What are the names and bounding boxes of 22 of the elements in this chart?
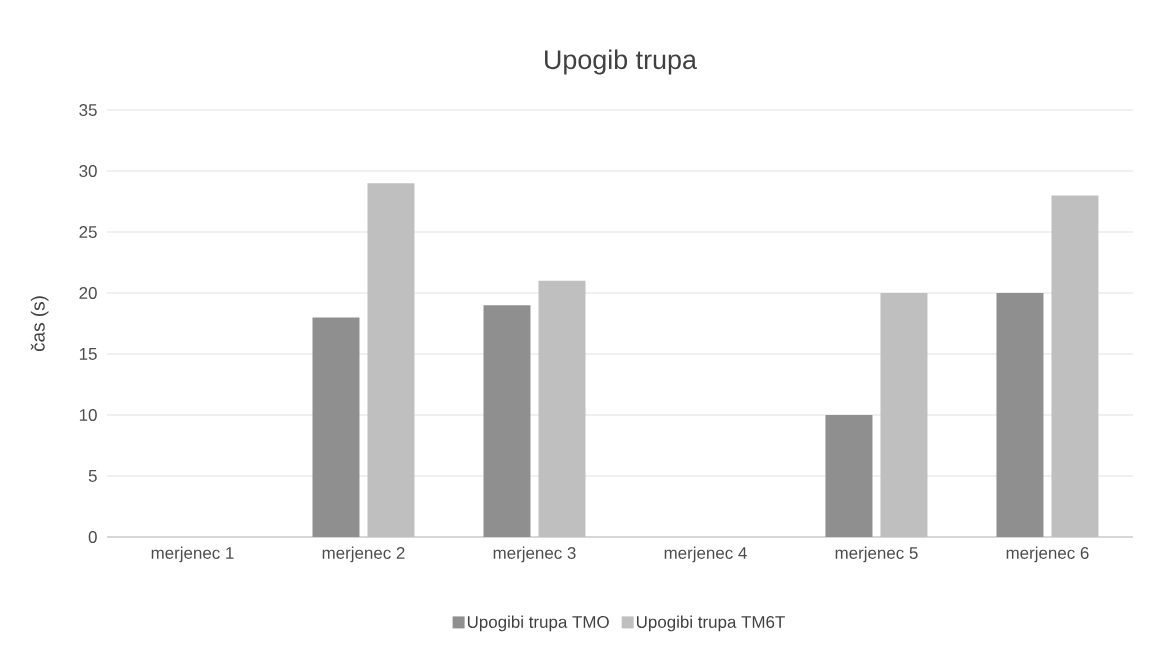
y-tick-label: 20 — [79, 287, 97, 299]
y-tick-label: 10 — [79, 409, 97, 421]
y-tick-label: 0 — [88, 531, 97, 543]
bar — [996, 293, 1044, 537]
x-tick-label: merjenec 6 — [1006, 546, 1089, 563]
x-tick-label: merjenec 3 — [493, 546, 576, 563]
y-tick-label: 5 — [88, 470, 97, 482]
x-tick-label: merjenec 5 — [835, 546, 918, 563]
legend-label: Upogibi trupa TM6T — [636, 615, 785, 632]
chart-title: Upogib trupa — [545, 49, 697, 75]
x-tick-label: merjenec 2 — [322, 546, 405, 563]
x-tick-label: merjenec 4 — [664, 546, 747, 563]
y-tick-label: 25 — [79, 226, 97, 238]
bar — [312, 317, 360, 537]
y-tick-label: 30 — [79, 165, 97, 177]
bar — [483, 305, 531, 537]
x-tick-label: merjenec 1 — [151, 546, 234, 563]
y-tick-label: 35 — [79, 104, 97, 116]
y-tick-label: 15 — [79, 348, 97, 360]
legend-label: Upogibi trupa TMO — [467, 615, 609, 632]
bar — [825, 415, 873, 537]
y-axis-title: čas (s) — [30, 296, 49, 352]
